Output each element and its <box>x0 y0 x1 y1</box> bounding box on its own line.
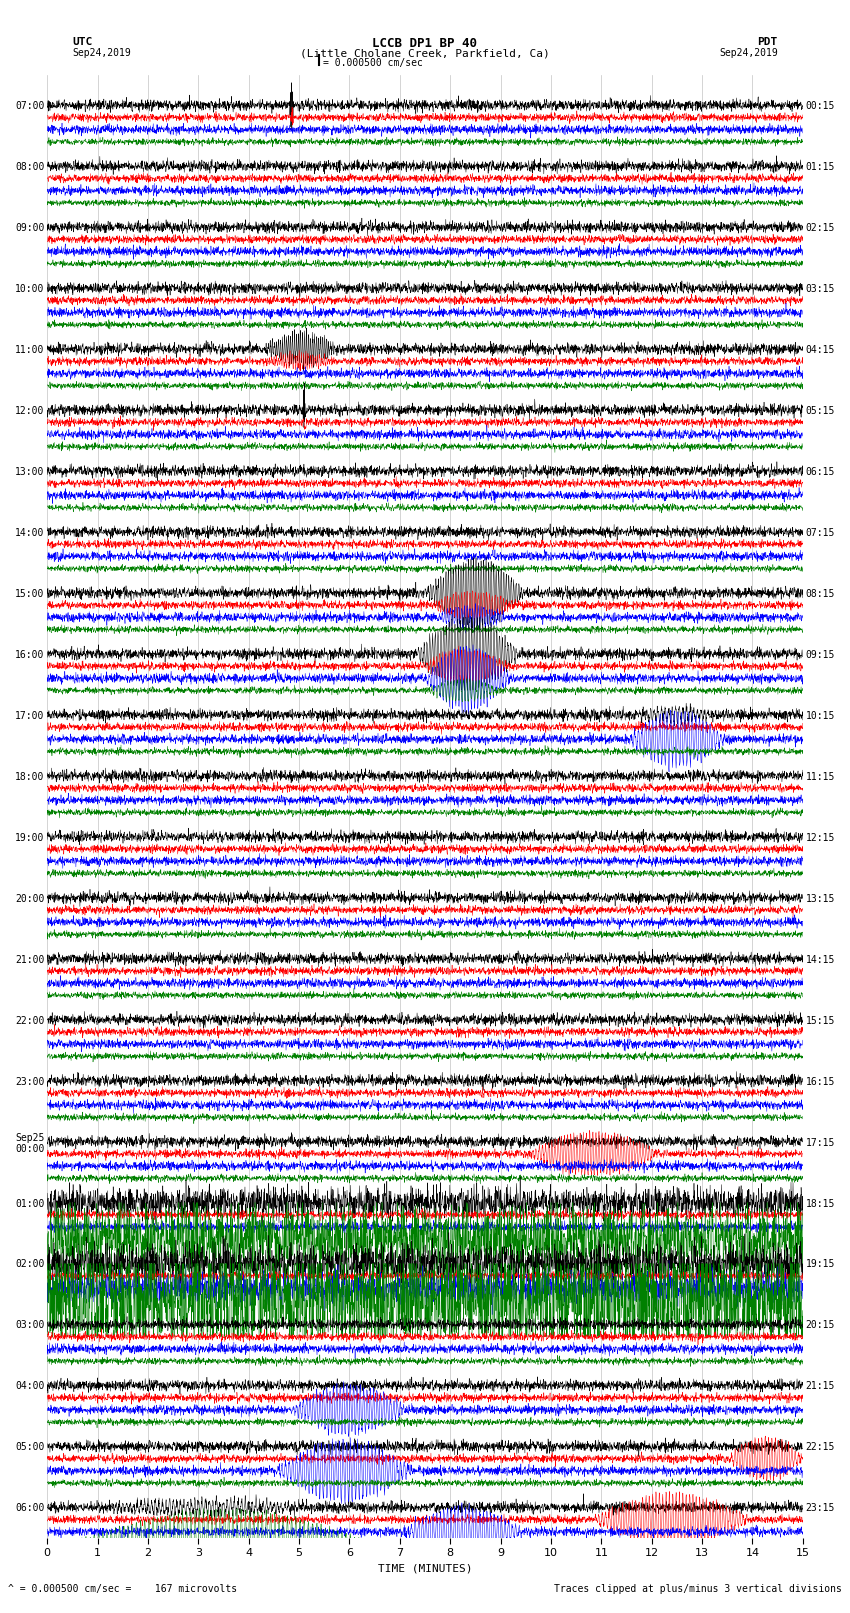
Text: UTC: UTC <box>72 37 93 47</box>
Text: PDT: PDT <box>757 37 778 47</box>
Text: LCCB DP1 BP 40: LCCB DP1 BP 40 <box>372 37 478 50</box>
Text: Traces clipped at plus/minus 3 vertical divisions: Traces clipped at plus/minus 3 vertical … <box>553 1584 842 1594</box>
Text: Sep24,2019: Sep24,2019 <box>72 48 131 58</box>
X-axis label: TIME (MINUTES): TIME (MINUTES) <box>377 1565 473 1574</box>
Text: = 0.000500 cm/sec: = 0.000500 cm/sec <box>323 58 422 68</box>
Text: Sep24,2019: Sep24,2019 <box>719 48 778 58</box>
Text: ^ = 0.000500 cm/sec =    167 microvolts: ^ = 0.000500 cm/sec = 167 microvolts <box>8 1584 238 1594</box>
Text: (Little Cholane Creek, Parkfield, Ca): (Little Cholane Creek, Parkfield, Ca) <box>300 48 550 58</box>
